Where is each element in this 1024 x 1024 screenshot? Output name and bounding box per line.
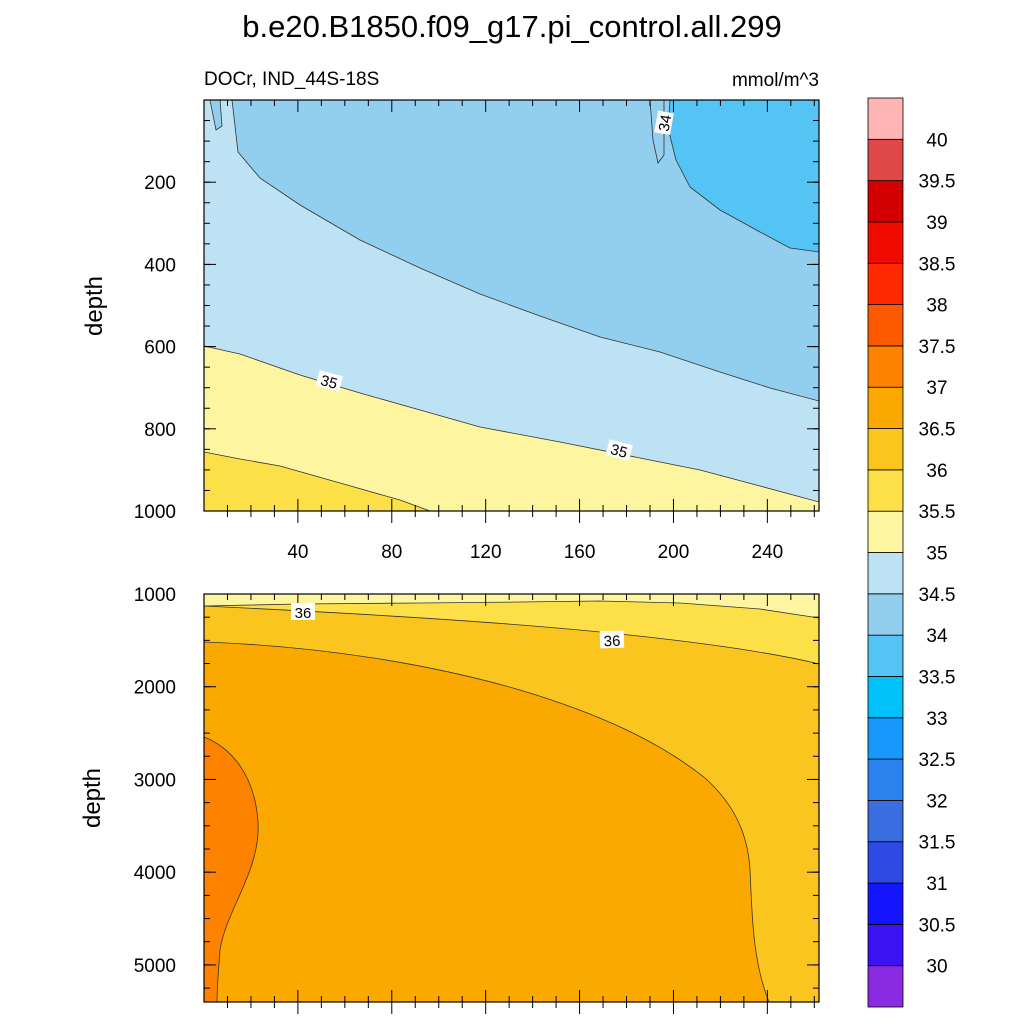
colorbar-swatch [867, 180, 904, 223]
y-tick-label: 5000 [134, 956, 176, 977]
upper-y-tick-labels: 200 400 600 800 1000 [134, 173, 176, 523]
colorbar-label: 38 [926, 296, 947, 317]
contour-label-34: 34 [654, 110, 676, 136]
colorbar-label: 31 [926, 874, 947, 895]
colorbar-swatch [867, 841, 904, 884]
y-tick-label: 2000 [134, 678, 176, 699]
y-tick-label: 4000 [134, 863, 176, 884]
lower-y-axis-label: depth [79, 768, 106, 828]
colorbar [867, 97, 904, 1008]
svg-text:34: 34 [656, 113, 676, 132]
colorbar-swatch [867, 221, 904, 264]
y-tick-label: 400 [144, 255, 176, 276]
colorbar-label: 38.5 [919, 254, 956, 275]
x-tick-label: 40 [287, 542, 308, 563]
upper-band-34-34.5 [231, 100, 819, 402]
svg-text:35: 35 [609, 441, 630, 462]
colorbar-label: 37.5 [919, 337, 956, 358]
colorbar-swatch [867, 800, 904, 843]
colorbar-label: 39 [926, 213, 947, 234]
svg-text:36: 36 [603, 633, 620, 651]
colorbar-label: 32.5 [919, 750, 956, 771]
svg-text:35: 35 [319, 372, 340, 393]
colorbar-label: 33.5 [919, 667, 956, 688]
lower-band-36.5-37 [204, 641, 770, 1002]
colorbar-swatch [867, 758, 904, 801]
colorbar-label: 36.5 [919, 420, 956, 441]
colorbar-label: 40 [926, 130, 947, 151]
colorbar-labels: 30 30.5 31 31.5 32 32.5 33 33.5 34 34.5 35 35.5 36 36… [919, 130, 956, 977]
contour-label-35-left: 35 [315, 370, 343, 393]
colorbar-swatch [867, 634, 904, 677]
colorbar-label: 34 [926, 626, 948, 647]
upper-band-33.5-34 [667, 100, 819, 253]
lower-panel-frame [203, 593, 820, 1003]
colorbar-label: 36 [926, 461, 947, 482]
colorbar-label: 31.5 [919, 833, 956, 854]
lower-panel-plot [204, 594, 819, 1002]
lower-band-37-37.5 [204, 736, 259, 1002]
colorbar-swatch [867, 965, 904, 1008]
x-tick-label: 200 [658, 542, 690, 563]
y-tick-label: 1000 [134, 502, 176, 523]
colorbar-swatch [867, 386, 904, 429]
upper-y-axis-label: depth [81, 276, 108, 336]
colorbar-swatch [867, 923, 904, 967]
colorbar-label: 33 [926, 709, 947, 730]
y-tick-label: 800 [144, 420, 176, 441]
colorbar-swatch [867, 717, 904, 760]
units-label: mmol/m^3 [732, 70, 819, 91]
y-tick-label: 600 [144, 338, 176, 359]
y-tick-label: 3000 [134, 770, 176, 791]
chart-title: b.e20.B1850.f09_g17.pi_control.all.299 [242, 9, 782, 44]
colorbar-swatch [867, 469, 904, 512]
lower-y-tick-labels: 1000 2000 3000 4000 5000 [134, 585, 176, 977]
colorbar-label: 39.5 [919, 172, 956, 193]
colorbar-swatch [867, 510, 904, 553]
upper-panel-plot [204, 100, 819, 511]
colorbar-swatch [867, 262, 904, 305]
x-tick-label: 80 [381, 542, 402, 563]
contour-label-35-right: 35 [605, 439, 633, 462]
colorbar-label: 34.5 [919, 585, 956, 606]
x-tick-label: 120 [470, 542, 502, 563]
upper-x-tick-labels: 40 80 120 160 200 240 [287, 542, 783, 563]
colorbar-label: 35.5 [919, 502, 956, 523]
colorbar-swatch [867, 345, 904, 388]
upper-tick-marks [204, 99, 819, 523]
y-tick-label: 200 [144, 173, 176, 194]
contour-label-36-left: 36 [291, 603, 315, 622]
x-tick-label: 240 [752, 542, 784, 563]
colorbar-swatch [867, 882, 904, 925]
contour-label-36-right: 36 [599, 630, 625, 651]
upper-band-edge-sliver [209, 100, 223, 131]
colorbar-label: 32 [926, 791, 947, 812]
colorbar-swatch [867, 428, 904, 471]
svg-text:36: 36 [295, 605, 312, 622]
colorbar-label: 37 [926, 378, 947, 399]
colorbar-swatch [867, 138, 904, 182]
variable-label: DOCr, IND_44S-18S [204, 69, 379, 90]
x-tick-label: 160 [564, 542, 596, 563]
colorbar-swatch [867, 97, 904, 140]
colorbar-label: 30 [926, 957, 947, 978]
colorbar-swatch [867, 552, 904, 595]
colorbar-label: 35 [926, 544, 947, 565]
colorbar-swatch [867, 304, 904, 347]
lower-tick-marks [204, 593, 819, 1014]
colorbar-label: 30.5 [919, 915, 956, 936]
colorbar-swatch [867, 593, 904, 636]
colorbar-swatch [867, 676, 904, 719]
y-tick-label: 1000 [134, 585, 176, 606]
